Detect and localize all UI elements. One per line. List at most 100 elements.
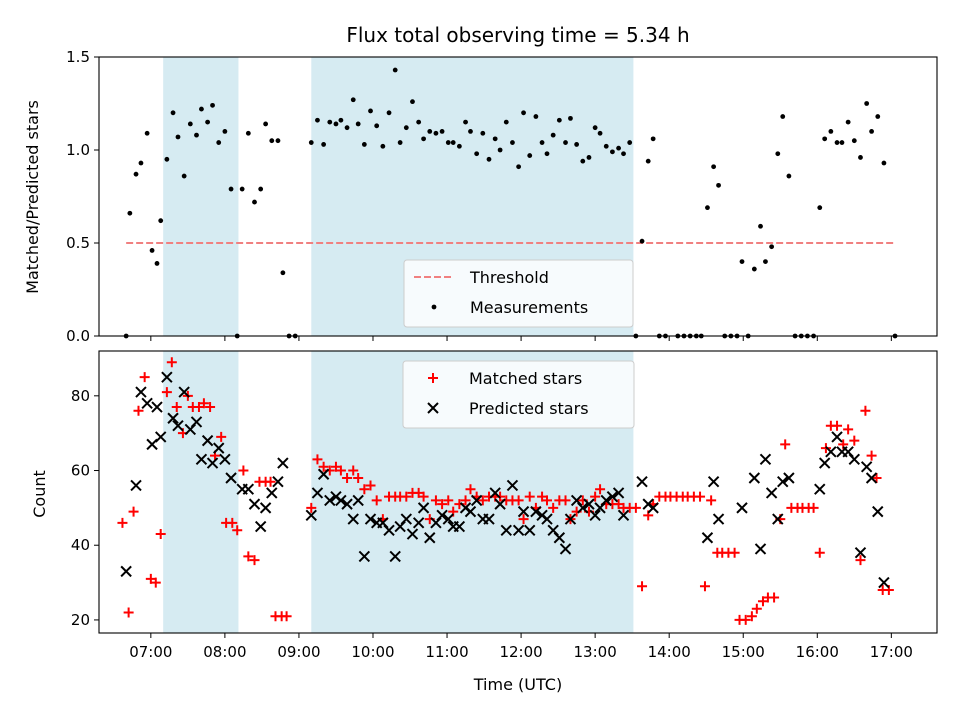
series-0-point-10 <box>175 134 181 140</box>
axes-frame <box>98 350 938 634</box>
series-0-point-106 <box>758 223 763 229</box>
series-0-point-11 <box>181 173 187 179</box>
series-0-point-19 <box>228 186 234 192</box>
series-1-point-69 <box>553 532 566 544</box>
series-0-point-78 <box>586 155 592 160</box>
series-0-point-4 <box>139 372 150 383</box>
series-0-point-110 <box>769 592 780 603</box>
series-1-point-98 <box>831 431 843 443</box>
series-0-point-89 <box>650 136 656 142</box>
series-1-point-10 <box>178 386 190 398</box>
series-0-point-36 <box>335 465 346 476</box>
series-0-point-18 <box>216 431 227 442</box>
series-1-point-60 <box>500 524 512 536</box>
series-1-point-35 <box>352 494 364 507</box>
series-0-point-3 <box>133 405 144 416</box>
series-1-point-21 <box>248 498 261 510</box>
series-1-point-102 <box>854 546 867 559</box>
series-1-point-62 <box>512 524 525 536</box>
count-panel: 20 40 60 80 07:00 08:00 09:00 10:00 11:00 12:00 13… <box>71 350 938 661</box>
y-tick-label: 0.5 <box>66 234 90 252</box>
x-tick-label: 17:00 <box>870 643 913 661</box>
series-1-point-81 <box>636 476 648 488</box>
series-1-point-30 <box>324 494 336 507</box>
series-1-point-44 <box>406 528 419 540</box>
series-0-point-21 <box>239 186 245 192</box>
series-0-point-1 <box>127 210 133 216</box>
series-0-point-6 <box>150 577 161 588</box>
series-1-point-20 <box>242 483 255 495</box>
series-0-point-58 <box>465 484 476 495</box>
legend: Threshold Measurements <box>403 259 634 328</box>
series-1-point-105 <box>872 505 884 518</box>
series-1-point-46 <box>417 502 430 514</box>
series-0-point-66 <box>513 495 524 506</box>
series-0-point-87 <box>639 238 645 244</box>
series-1-point-28 <box>311 487 324 499</box>
series-0-point-85 <box>627 140 633 145</box>
series-0-point-54 <box>445 140 451 145</box>
series-0-point-67 <box>521 110 526 116</box>
series-0-point-7 <box>155 529 166 540</box>
series-1-point-47 <box>424 532 436 544</box>
series-0-point-112 <box>780 439 791 450</box>
series-1-point-87 <box>736 502 748 514</box>
series-0-point-60 <box>480 130 486 136</box>
y-tick-label: 20 <box>71 611 90 629</box>
series-1-point-75 <box>589 509 601 522</box>
series-0-point-40 <box>361 142 367 147</box>
series-1-point-32 <box>335 494 347 507</box>
x-tick-label: 15:00 <box>722 643 765 661</box>
series-1-point-5 <box>151 401 163 413</box>
series-1-point-74 <box>583 498 595 510</box>
series-0-point-14 <box>199 106 204 112</box>
series-0-point-24 <box>249 555 260 566</box>
series-0-point-122 <box>851 138 857 144</box>
series-0-point-13 <box>194 132 199 138</box>
series-0-point-27 <box>265 476 276 487</box>
series-0-point-68 <box>524 491 535 502</box>
series-0-point-26 <box>269 138 275 144</box>
series-0-point-23 <box>252 199 257 205</box>
series-1-point-101 <box>848 453 861 466</box>
series-0-point-39 <box>353 472 364 483</box>
series-0-point-68 <box>527 153 533 158</box>
series-0-point-41 <box>365 480 376 491</box>
series-1-point-3 <box>141 397 153 409</box>
series-0-point-70 <box>539 140 545 145</box>
y-tick-label: 1.0 <box>66 141 90 159</box>
series-0-point-9 <box>170 110 176 116</box>
series-0-point-120 <box>839 140 845 145</box>
series-0-point-103 <box>739 259 745 264</box>
ratio-panel: 0.0 0.5 1.0 1.5 Threshold Measurements <box>66 48 938 345</box>
series-0-point-16 <box>205 402 216 413</box>
series-0-point-52 <box>433 130 439 136</box>
series-0-point-97 <box>695 491 706 502</box>
series-0-point-42 <box>371 495 382 506</box>
series-0-point-127 <box>866 450 877 461</box>
y-tick-label: 80 <box>71 387 90 405</box>
series-0-point-9 <box>166 357 177 368</box>
series-0-point-39 <box>355 121 361 127</box>
series-1-point-49 <box>436 509 448 522</box>
series-0-point-22 <box>245 130 251 136</box>
series-0-point-3 <box>138 160 144 166</box>
series-1-point-103 <box>860 461 873 473</box>
series-0-point-55 <box>450 140 456 145</box>
series-1-point-73 <box>577 502 589 514</box>
legend-label: Matched stars <box>469 369 582 388</box>
series-0-point-97 <box>705 205 710 211</box>
series-0-point-67 <box>518 514 529 525</box>
axes-frame <box>98 56 938 337</box>
legend-label: Predicted stars <box>469 399 589 418</box>
series-0-point-32 <box>312 454 323 465</box>
series-0-point-21 <box>232 525 243 536</box>
series-1-point-61 <box>506 479 519 492</box>
series-1-point-83 <box>647 502 659 514</box>
series-0-point-58 <box>468 129 473 134</box>
series-0-point-124 <box>864 101 870 106</box>
series-0-point-17 <box>216 140 222 145</box>
series-0-point-98 <box>699 581 710 592</box>
series-0-point-16 <box>210 102 215 108</box>
series-0-point-105 <box>740 614 751 625</box>
